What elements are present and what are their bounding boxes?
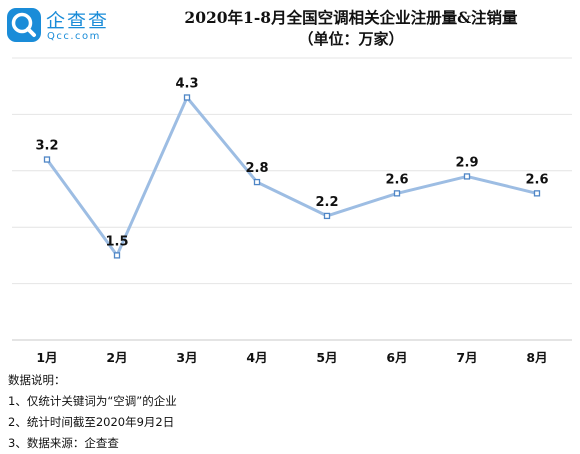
note-item: 1、仅统计关键词为“空调”的企业: [8, 394, 177, 408]
x-tick-label: 4月: [246, 350, 267, 365]
data-point: [43, 156, 51, 163]
x-tick-label: 1月: [36, 350, 57, 365]
brand-domain: Qcc.com: [47, 31, 101, 42]
data-point: [323, 212, 331, 220]
magnifier-logo-icon: [7, 8, 41, 42]
data-point: [183, 94, 191, 101]
data-label: 2.6: [385, 172, 408, 187]
line-chart: 1月 2月 3月 4月 5月 6月 7月 8月 3.2 1.5 4.3 2.8 2.2 2.6 2.9 2.6: [12, 57, 572, 365]
data-label: 4.3: [175, 76, 198, 91]
brand-name: 企查查: [46, 10, 110, 32]
series-line: [45, 96, 538, 257]
data-label: 3.2: [35, 139, 58, 154]
x-tick-label: 6月: [386, 350, 407, 365]
chart-subtitle: （单位：万家）: [298, 30, 404, 48]
data-point: [533, 190, 541, 197]
data-point: [113, 252, 121, 259]
data-point: [393, 190, 401, 197]
x-tick-label: 2月: [106, 350, 127, 365]
qcc-logo: 企查查 Qcc.com: [6, 4, 126, 46]
x-tick-label: 5月: [316, 350, 337, 365]
note-item: 2、统计时间截至2020年9月2日: [8, 415, 175, 429]
data-label: 1.5: [105, 234, 128, 249]
data-label: 2.8: [245, 161, 268, 176]
data-point: [463, 173, 471, 180]
data-point: [253, 178, 261, 186]
x-tick-label: 3月: [176, 350, 197, 365]
data-label: 2.2: [315, 195, 338, 210]
chart-title: 2020年1-8月全国空调相关企业注册量&注销量: [184, 8, 518, 27]
x-tick-label: 8月: [526, 350, 547, 365]
data-label: 2.9: [455, 155, 478, 170]
data-notes: 数据说明： 1、仅统计关键词为“空调”的企业 2、统计时间截至2020年9月2日…: [8, 370, 177, 454]
notes-heading: 数据说明：: [8, 373, 66, 387]
x-tick-label: 7月: [456, 350, 477, 365]
data-label: 2.6: [525, 172, 548, 187]
note-item: 3、数据来源：企查查: [8, 436, 119, 450]
